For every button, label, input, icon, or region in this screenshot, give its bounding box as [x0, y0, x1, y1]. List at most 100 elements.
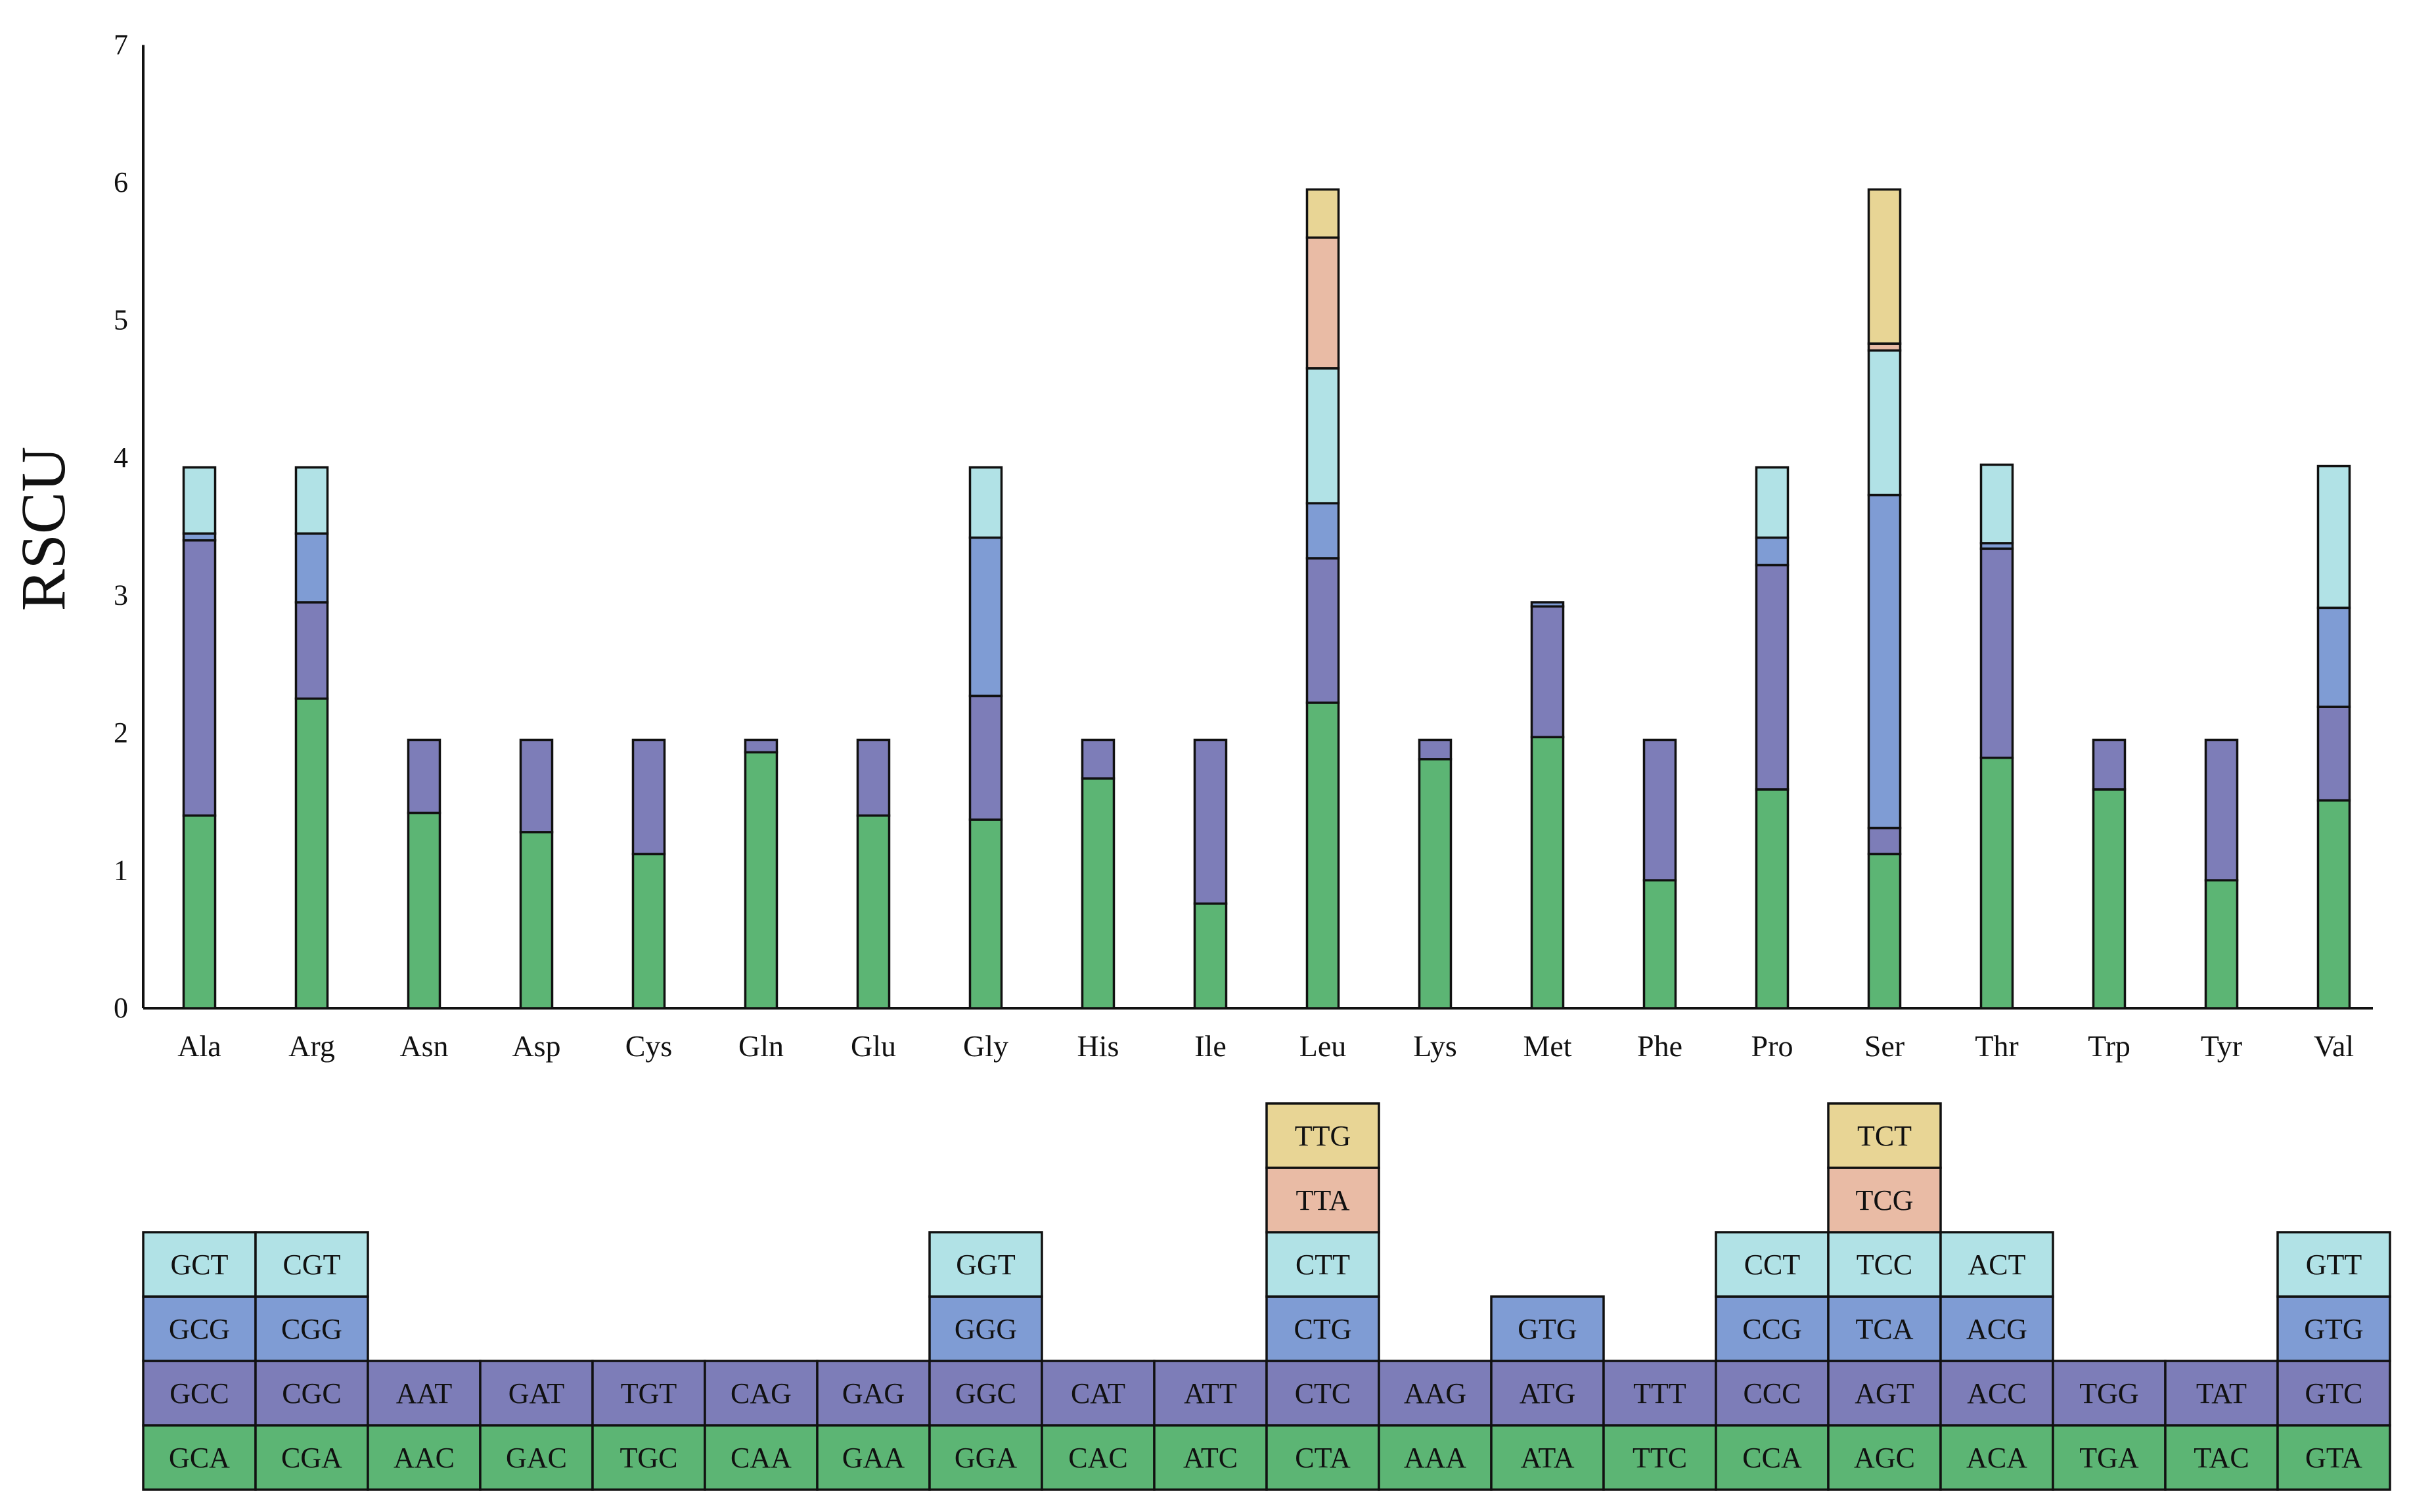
bar-segment-tyr-tat — [2204, 738, 2239, 881]
codon-cell-ctg — [1265, 1295, 1380, 1362]
codon-label: ATA — [1520, 1442, 1574, 1474]
codon-label: GAG — [842, 1377, 905, 1410]
codon-label: TGA — [2079, 1442, 2139, 1474]
codon-label: TCT — [1857, 1120, 1912, 1152]
bar-segment-ser-tcc — [1867, 349, 1902, 497]
codon-label: ACA — [1966, 1442, 2027, 1474]
bar-segment-gly-ggt — [968, 466, 1003, 539]
codon-label: TGT — [621, 1377, 677, 1410]
bar-segment-ser-tca — [1867, 493, 1902, 830]
x-tick-label-gly: Gly — [963, 1029, 1008, 1063]
codon-label: ACC — [1967, 1377, 2026, 1410]
bar-segment-pro-cca — [1755, 788, 1790, 1010]
codon-cell-gta — [2276, 1424, 2391, 1491]
codon-label: ATG — [1520, 1377, 1576, 1410]
codon-cell-cac — [1041, 1424, 1156, 1491]
y-tick-label: 1 — [114, 855, 128, 887]
bar-segment-thr-act — [1979, 463, 2014, 545]
bar-segment-leu-ctc — [1305, 557, 1340, 704]
x-tick-label-ser: Ser — [1864, 1029, 1904, 1063]
bar-segment-phe-ttt — [1642, 738, 1677, 881]
codon-label: CCC — [1743, 1377, 1801, 1410]
bar-segment-gly-ggc — [968, 694, 1003, 821]
codon-label: TCA — [1856, 1313, 1914, 1345]
codon-label: AAT — [396, 1377, 453, 1410]
codon-label: TAT — [2196, 1377, 2247, 1410]
x-tick-label-gln: Gln — [738, 1029, 784, 1063]
x-tick-label-cys: Cys — [625, 1029, 673, 1063]
codon-label: CAT — [1071, 1377, 1125, 1410]
codon-label: GGC — [955, 1377, 1016, 1410]
codon-cell-tct — [1827, 1102, 1942, 1169]
bar-segment-cys-tgc — [631, 853, 666, 1010]
bar-segment-glu-gag — [856, 738, 891, 817]
bar-segment-his-cat — [1081, 738, 1115, 780]
bar-segment-arg-cgg — [294, 532, 329, 604]
codon-cell-act — [1939, 1231, 2054, 1298]
bar-segment-leu-cta — [1305, 701, 1340, 1010]
codon-label: TTT — [1633, 1377, 1686, 1410]
y-tick-label: 7 — [114, 29, 128, 61]
codon-label: TTG — [1295, 1120, 1351, 1152]
bar-segment-arg-cgt — [294, 466, 329, 535]
codon-cell-gcc — [142, 1360, 257, 1427]
codon-label: TGG — [2079, 1377, 2138, 1410]
codon-cell-gac — [479, 1424, 594, 1491]
codon-label: AGT — [1855, 1377, 1914, 1410]
codon-cell-att — [1153, 1360, 1268, 1427]
codon-label: GTA — [2305, 1442, 2362, 1474]
codon-cell-agt — [1827, 1360, 1942, 1427]
bar-segment-gly-gga — [968, 818, 1003, 1010]
codon-cell-atc — [1153, 1424, 1268, 1491]
codon-label: GTG — [1518, 1313, 1577, 1345]
x-axis-labels: Ala Arg Asn Asp Cys Gln Glu Gly His Ile Leu Lys Met P… — [177, 1029, 2354, 1063]
codon-label: ATT — [1184, 1377, 1237, 1410]
codon-cell-ttt — [1602, 1360, 1717, 1427]
codon-label: CCT — [1744, 1249, 1801, 1281]
codon-cell-cgt — [254, 1231, 369, 1298]
bar-segment-ala-gct — [182, 466, 217, 535]
x-tick-label-pro: Pro — [1751, 1029, 1793, 1063]
codon-label: AAA — [1404, 1442, 1467, 1474]
codon-label: TGC — [620, 1442, 678, 1474]
codon-label: GTT — [2306, 1249, 2362, 1281]
x-tick-label-tyr: Tyr — [2201, 1029, 2242, 1063]
bar-segment-pro-ccc — [1755, 564, 1790, 791]
codon-label: CGT — [283, 1249, 341, 1281]
bar-segment-ser-agt — [1867, 826, 1902, 856]
y-tick-label: 2 — [114, 717, 128, 749]
codon-cell-gca — [142, 1424, 257, 1491]
bar-segment-his-cac — [1081, 777, 1115, 1010]
bar-segment-tyr-tac — [2204, 879, 2239, 1010]
bar-segment-gly-ggg — [968, 536, 1003, 698]
bars-group — [182, 188, 2351, 1010]
codon-label: CCG — [1742, 1313, 1801, 1345]
bar-segment-val-gtt — [2316, 464, 2351, 610]
codon-cell-cga — [254, 1424, 369, 1491]
bar-segment-asn-aac — [407, 811, 441, 1010]
bar-segment-lys-aaa — [1418, 758, 1453, 1010]
codon-label: GGT — [956, 1249, 1016, 1281]
bar-segment-asn-aat — [407, 738, 441, 814]
codon-label: CGG — [281, 1313, 342, 1345]
bar-segment-leu-ctt — [1305, 367, 1340, 504]
codon-cell-ggt — [928, 1231, 1043, 1298]
codon-label: ACG — [1966, 1313, 2027, 1345]
codon-cell-cgc — [254, 1360, 369, 1427]
codon-cell-tcc — [1827, 1231, 1942, 1298]
bar-segment-arg-cga — [294, 697, 329, 1010]
x-tick-label-arg: Arg — [288, 1029, 335, 1063]
bar-segment-cys-tgt — [631, 738, 666, 856]
codon-cell-tcg — [1827, 1167, 1942, 1234]
x-tick-label-met: Met — [1523, 1029, 1571, 1063]
codon-cell-aca — [1939, 1424, 2054, 1491]
codon-cell-gtg — [2276, 1295, 2391, 1362]
x-tick-label-thr: Thr — [1975, 1029, 2018, 1063]
x-tick-label-ile: Ile — [1194, 1029, 1227, 1063]
codon-label: GTC — [2305, 1377, 2363, 1410]
bar-segment-val-gtc — [2316, 705, 2351, 802]
codon-cell-gaa — [816, 1424, 931, 1491]
codon-label: CGC — [282, 1377, 341, 1410]
bar-segment-gln-caa — [744, 751, 778, 1010]
